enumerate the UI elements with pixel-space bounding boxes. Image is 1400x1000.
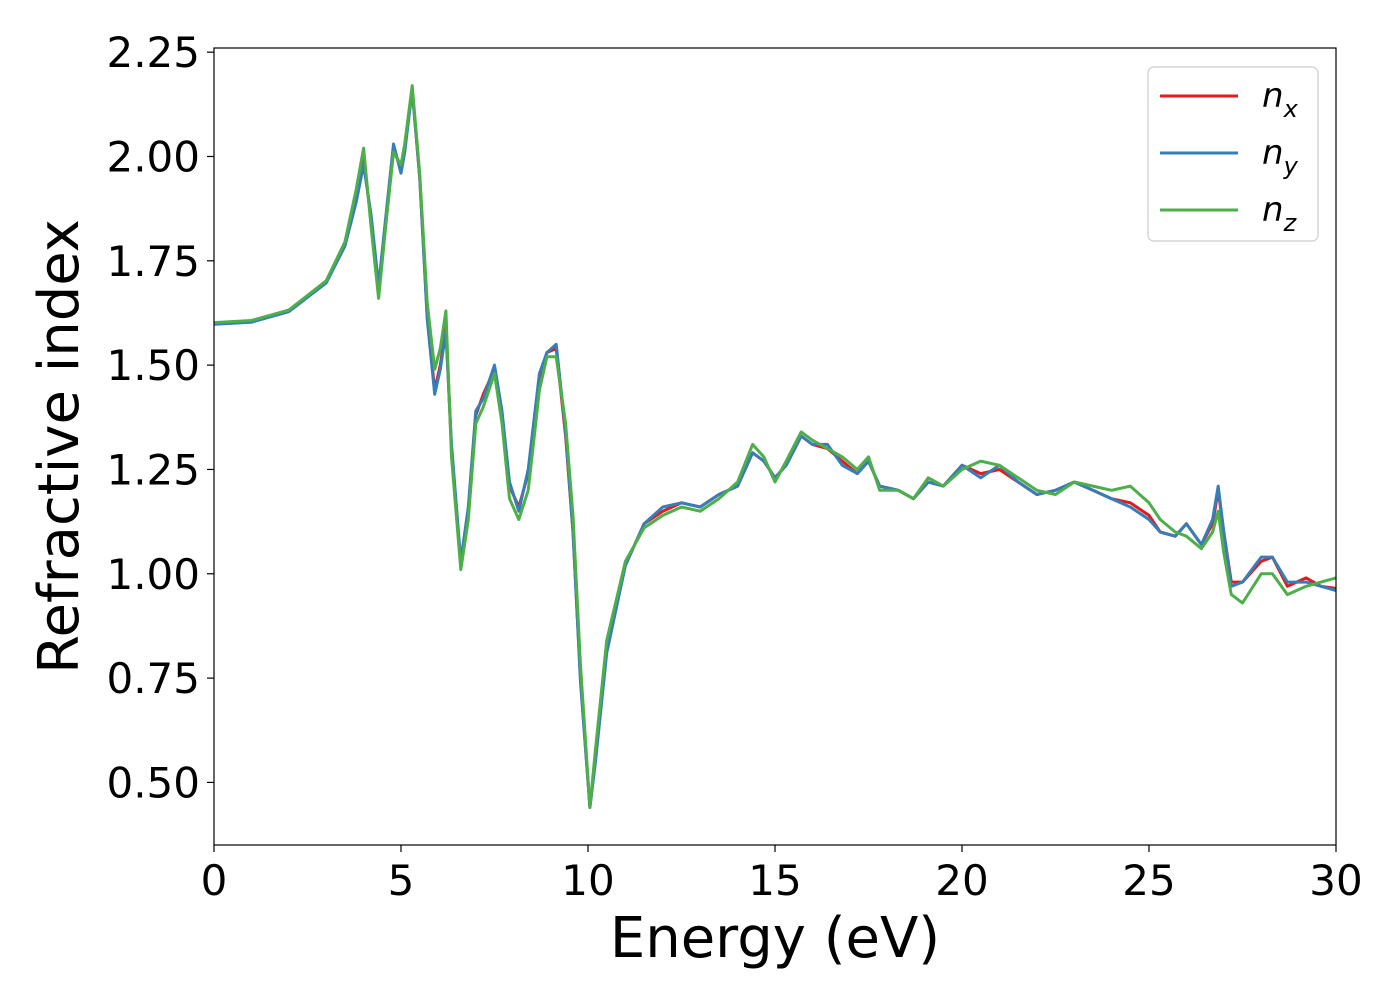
legend-label-nz: nz (1262, 190, 1298, 237)
y-tick-label: 2.25 (106, 28, 200, 77)
y-axis-ticks: 0.50 0.75 1.00 1.25 1.50 1.75 2.00 2.25 (106, 28, 214, 807)
legend-label-ny: ny (1262, 133, 1299, 180)
series-layer (213, 84, 1337, 809)
y-tick-label: 1.25 (106, 445, 200, 494)
x-axis-label: Energy (eV) (610, 906, 940, 971)
x-axis-ticks: 0 5 10 15 20 25 30 (201, 845, 1363, 905)
y-tick-label: 0.75 (106, 654, 200, 703)
x-tick-label: 0 (201, 856, 228, 905)
y-tick-label: 0.50 (106, 758, 200, 807)
legend-label-nx: nx (1262, 76, 1299, 123)
y-tick-label: 1.50 (106, 341, 200, 390)
y-tick-label: 2.00 (106, 132, 200, 181)
x-tick-label: 20 (935, 856, 988, 905)
y-tick-label: 1.75 (106, 237, 200, 286)
x-tick-label: 10 (561, 856, 614, 905)
x-tick-label: 15 (748, 856, 801, 905)
x-tick-label: 25 (1122, 856, 1175, 905)
y-axis-label: Refractive index (27, 219, 92, 674)
x-tick-label: 5 (388, 856, 415, 905)
legend: nx ny nz (1147, 66, 1319, 242)
x-tick-label: 30 (1309, 856, 1362, 905)
series-line-nz (213, 84, 1337, 809)
y-tick-label: 1.00 (106, 550, 200, 599)
